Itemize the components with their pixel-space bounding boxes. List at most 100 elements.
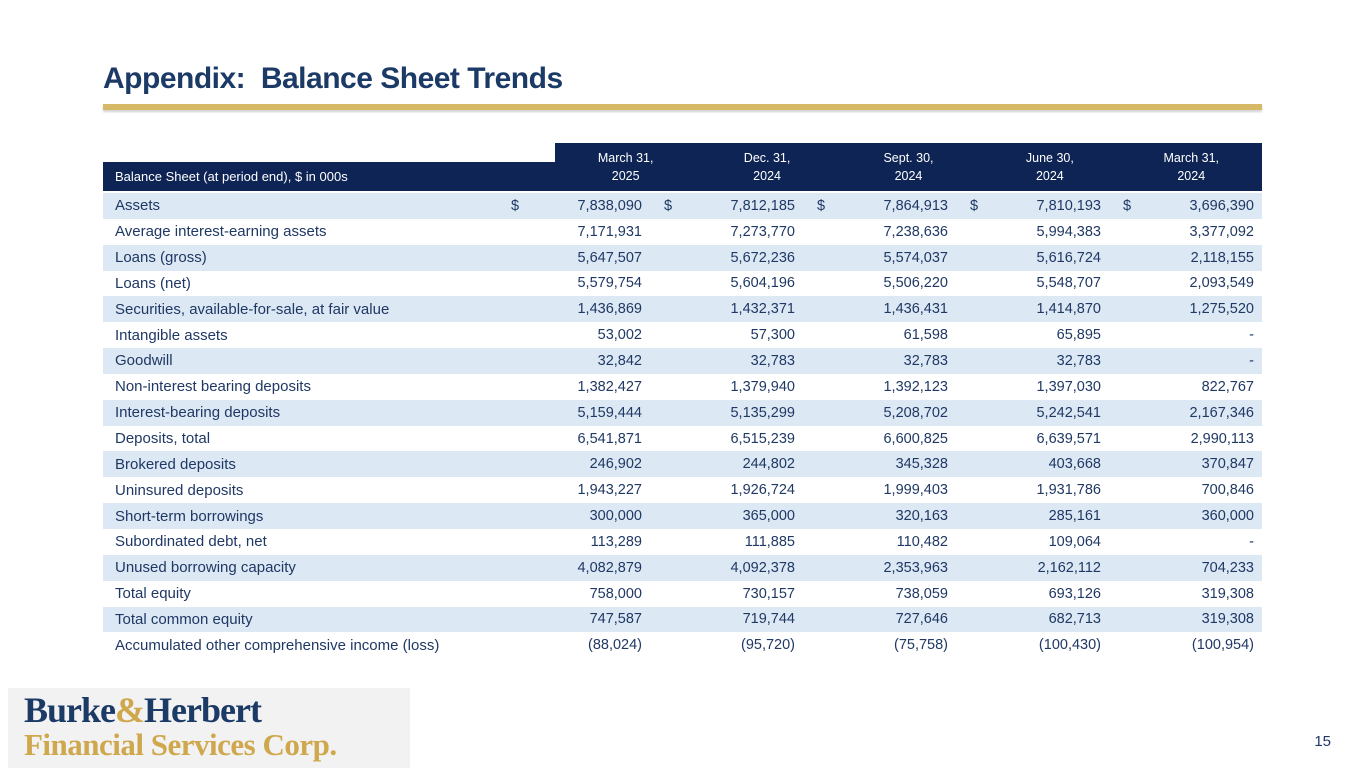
cell-value: 2,162,112 <box>1037 559 1101 576</box>
table-header-row: Balance Sheet (at period end), $ in 000s… <box>103 143 1262 191</box>
table-cell: 246,902 <box>497 456 650 472</box>
dollar-sign: $ <box>1123 197 1132 214</box>
cell-value: 3,377,092 <box>1189 223 1254 240</box>
table-cell: 300,000 <box>497 508 650 524</box>
cell-value: 32,783 <box>750 352 795 369</box>
cell-value: 32,783 <box>1056 352 1101 369</box>
cell-value: 1,397,030 <box>1036 378 1101 395</box>
row-label: Unused borrowing capacity <box>115 559 296 577</box>
row-label: Brokered deposits <box>115 455 236 473</box>
table-cell: 693,126 <box>956 586 1109 602</box>
table-cell: $7,812,185 <box>650 198 803 214</box>
table-cell: 1,943,227 <box>497 482 650 498</box>
table-cell: 360,000 <box>1109 508 1262 524</box>
table-row: Goodwill 32,842 32,783 32,783 32,783 - <box>103 348 1262 374</box>
table-cell: 32,783 <box>956 353 1109 369</box>
table-cell: 2,162,112 <box>956 560 1109 576</box>
cell-value: - <box>1249 352 1254 369</box>
table-row: Accumulated other comprehensive income (… <box>103 632 1262 658</box>
table-cell: 1,436,431 <box>803 301 956 317</box>
table-cell: 5,242,541 <box>956 405 1109 421</box>
cell-value: 4,082,879 <box>577 559 642 576</box>
column-header-line1: Dec. 31, <box>743 150 791 165</box>
row-label: Non-interest bearing deposits <box>115 378 311 396</box>
cell-value: 1,379,940 <box>730 378 795 395</box>
cell-value: 5,579,754 <box>577 275 642 292</box>
table-cell: 1,275,520 <box>1109 301 1262 317</box>
cell-value: - <box>1249 533 1254 550</box>
table-row: Securities, available-for-sale, at fair … <box>103 296 1262 323</box>
table-cell: 32,783 <box>803 353 956 369</box>
cell-value: 110,482 <box>896 533 948 550</box>
cell-value: 5,616,724 <box>1036 249 1101 266</box>
table-row: Subordinated debt, net 113,289 111,885 110… <box>103 529 1262 555</box>
table-cell: 1,436,869 <box>497 301 650 317</box>
cell-value: 300,000 <box>589 508 642 525</box>
row-label: Loans (gross) <box>115 249 207 267</box>
table-row: Assets $7,838,090 $7,812,185 $7,864,913 $7,… <box>103 193 1262 219</box>
cell-value: 6,541,871 <box>577 430 642 447</box>
table-cell: 682,713 <box>956 611 1109 627</box>
row-label: Subordinated debt, net <box>115 533 267 551</box>
cell-value: 727,646 <box>895 611 948 628</box>
table-cell: 1,392,123 <box>803 379 956 395</box>
table-row: Average interest-earning assets 7,171,93… <box>103 219 1262 245</box>
table-cell: 370,847 <box>1109 456 1262 472</box>
table-cell: 7,273,770 <box>650 224 803 240</box>
table-cell: 5,208,702 <box>803 405 956 421</box>
row-label: Uninsured deposits <box>115 481 244 499</box>
dollar-sign: $ <box>970 197 979 214</box>
cell-value: 246,902 <box>589 456 642 473</box>
table-body: Assets $7,838,090 $7,812,185 $7,864,913 $7,… <box>103 193 1262 658</box>
table-row: Deposits, total 6,541,871 6,515,239 6,600,… <box>103 426 1262 452</box>
table-cell: 700,846 <box>1109 482 1262 498</box>
table-row: Total common equity 747,587 719,744 727,64… <box>103 606 1262 633</box>
cell-value: 2,167,346 <box>1189 404 1254 421</box>
table-cell: 738,059 <box>803 586 956 602</box>
table-cell: $7,810,193 <box>956 198 1109 214</box>
cell-value: 319,308 <box>1201 611 1254 628</box>
cell-value: 57,300 <box>750 327 795 344</box>
cell-value: 1,926,724 <box>730 482 795 499</box>
logo-ampersand: & <box>115 690 145 730</box>
table-row: Unused borrowing capacity 4,082,879 4,092… <box>103 554 1262 581</box>
dollar-sign: $ <box>817 197 826 214</box>
table-cell: 57,300 <box>650 327 803 343</box>
table-header-label: Balance Sheet (at period end), $ in 000s <box>103 162 555 191</box>
column-header-line1: June 30, <box>1025 150 1074 165</box>
cell-value: 5,506,220 <box>883 275 948 292</box>
cell-value: 1,414,870 <box>1036 301 1101 318</box>
table-row: Total equity 758,000 730,157 738,059 693,12… <box>103 581 1262 607</box>
cell-value: 403,668 <box>1048 456 1101 473</box>
logo-subtitle: Financial Services Corp. <box>24 727 337 762</box>
company-logo: Burke&Herbert Financial Services Corp. <box>24 692 337 760</box>
column-header-line1: March 31, <box>597 150 654 165</box>
table-cell: (100,954) <box>1109 637 1262 653</box>
row-label: Assets <box>115 197 161 215</box>
table-cell: 113,289 <box>497 534 650 550</box>
cell-value: 719,744 <box>742 611 795 628</box>
table-cell: 5,672,236 <box>650 250 803 266</box>
table-cell: 319,308 <box>1109 611 1262 627</box>
column-header: Sept. 30, 2024 <box>837 143 980 191</box>
cell-value: 370,847 <box>1201 456 1254 473</box>
cell-value: 5,647,507 <box>577 249 642 266</box>
table-cell: 7,171,931 <box>497 224 650 240</box>
table-cell: 3,377,092 <box>1109 224 1262 240</box>
table-cell: 1,432,371 <box>650 301 803 317</box>
table-cell: 109,064 <box>956 534 1109 550</box>
table-cell: 345,328 <box>803 456 956 472</box>
table-cell: 320,163 <box>803 508 956 524</box>
table-cell: 5,647,507 <box>497 250 650 266</box>
row-label: Loans (net) <box>115 274 191 292</box>
table-cell: 403,668 <box>956 456 1109 472</box>
cell-value: - <box>1249 327 1254 344</box>
cell-value: 285,161 <box>1048 508 1101 525</box>
column-header-line2: 2024 <box>753 169 781 183</box>
row-label: Accumulated other comprehensive income (… <box>115 636 440 654</box>
cell-value: 1,432,371 <box>730 301 795 318</box>
table-cell: 285,161 <box>956 508 1109 524</box>
table-cell: 1,397,030 <box>956 379 1109 395</box>
row-label: Total common equity <box>115 610 253 628</box>
cell-value: (95,720) <box>740 637 795 654</box>
